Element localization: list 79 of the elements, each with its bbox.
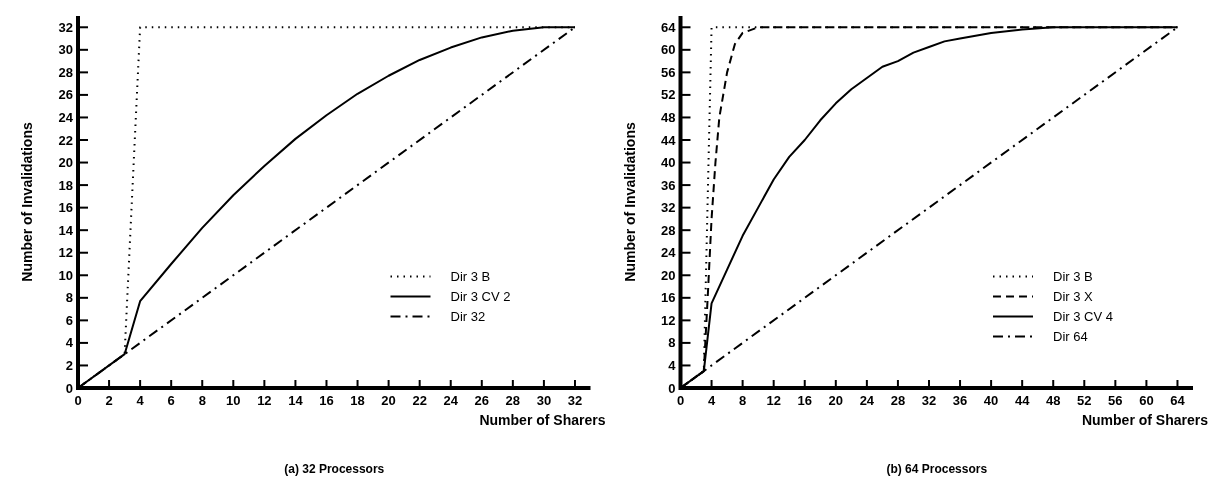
x-tick-label: 6 — [167, 393, 175, 408]
x-tick-label: 2 — [105, 393, 113, 408]
x-tick-label: 4 — [707, 393, 716, 408]
y-tick-label: 22 — [58, 132, 73, 148]
x-tick-label: 20 — [828, 393, 844, 408]
y-tick-label: 30 — [58, 42, 73, 58]
x-tick-label: 48 — [1045, 393, 1061, 408]
y-tick-label: 0 — [65, 380, 73, 396]
legend-label: Dir 3 CV 4 — [1053, 309, 1113, 325]
legend-label: Dir 3 CV 2 — [450, 289, 511, 305]
x-tick-label: 32 — [921, 393, 937, 408]
x-tick-label: 18 — [350, 393, 365, 408]
y-tick-label: 60 — [661, 42, 676, 58]
y-tick-label: 40 — [661, 155, 676, 171]
y-tick-label: 28 — [58, 64, 73, 80]
x-tick-label: 8 — [739, 393, 747, 408]
y-tick-label: 12 — [58, 245, 73, 261]
x-tick-label: 28 — [505, 393, 521, 408]
y-tick-label: 14 — [58, 222, 74, 238]
x-tick-label: 4 — [136, 393, 145, 408]
x-tick-label: 30 — [536, 393, 552, 408]
x-tick-label: 14 — [288, 393, 304, 408]
y-tick-label: 32 — [661, 200, 676, 216]
y-tick-label: 24 — [58, 109, 74, 125]
x-tick-label: 32 — [567, 393, 583, 408]
y-tick-label: 56 — [661, 64, 676, 80]
y-tick-label: 52 — [661, 87, 676, 103]
y-tick-label: 0 — [668, 380, 676, 396]
y-tick-label: 8 — [668, 335, 676, 351]
y-tick-label: 2 — [65, 357, 73, 373]
x-tick-label: 26 — [474, 393, 490, 408]
x-tick-label: 12 — [766, 393, 781, 408]
x-tick-label: 24 — [859, 393, 875, 408]
x-tick-label: 16 — [797, 393, 812, 408]
legend-label: Dir 32 — [450, 309, 486, 325]
y-tick-label: 8 — [65, 290, 73, 306]
text: (b) 64 Processors — [886, 462, 988, 476]
x-tick-label: 16 — [319, 393, 334, 408]
legend-label: Dir 64 — [1053, 329, 1088, 345]
y-tick-label: 4 — [668, 357, 677, 373]
legend-label: Dir 3 B — [1053, 269, 1093, 285]
y-tick-label: 16 — [661, 290, 676, 306]
y-tick-label: 28 — [661, 222, 676, 238]
x-tick-label: 24 — [443, 393, 459, 408]
y-tick-label: 26 — [58, 87, 73, 103]
legend-label: Dir 3 B — [450, 269, 491, 285]
y-tick-label: 18 — [58, 177, 73, 193]
x-tick-label: 12 — [257, 393, 272, 408]
y-tick-label: 48 — [661, 109, 676, 125]
x-tick-label: 36 — [952, 393, 968, 408]
x-tick-label: 52 — [1077, 393, 1092, 408]
y-tick-label: 64 — [661, 19, 677, 35]
y-tick-label: 32 — [58, 19, 73, 35]
y-tick-label: 44 — [661, 132, 677, 148]
x-tick-label: 40 — [983, 393, 999, 408]
x-tick-label: 8 — [198, 393, 206, 408]
y-tick-label: 24 — [661, 245, 677, 261]
text: (a) 32 Processors — [284, 462, 385, 476]
x-axis-title: Number of Sharers — [1081, 412, 1209, 428]
x-tick-label: 44 — [1014, 393, 1031, 408]
x-tick-label: 28 — [890, 393, 906, 408]
y-tick-label: 12 — [661, 312, 676, 328]
x-tick-label: 64 — [1170, 393, 1186, 408]
y-tick-label: 20 — [58, 155, 73, 171]
y-axis-title: Number of Invalidations — [621, 122, 638, 282]
y-tick-label: 20 — [661, 267, 676, 283]
x-tick-label: 10 — [226, 393, 241, 408]
x-tick-label: 60 — [1139, 393, 1154, 408]
y-tick-label: 4 — [65, 335, 74, 351]
legend-label: Dir 3 X — [1053, 289, 1094, 305]
x-axis-title: Number of Sharers — [479, 412, 606, 428]
y-tick-label: 6 — [65, 312, 73, 328]
y-tick-label: 36 — [661, 177, 676, 193]
y-axis-title: Number of Invalidations — [19, 122, 35, 282]
y-tick-label: 16 — [58, 200, 73, 216]
x-tick-label: 20 — [381, 393, 396, 408]
y-tick-label: 10 — [58, 267, 73, 283]
x-tick-label: 56 — [1108, 393, 1123, 408]
x-tick-label: 22 — [412, 393, 427, 408]
